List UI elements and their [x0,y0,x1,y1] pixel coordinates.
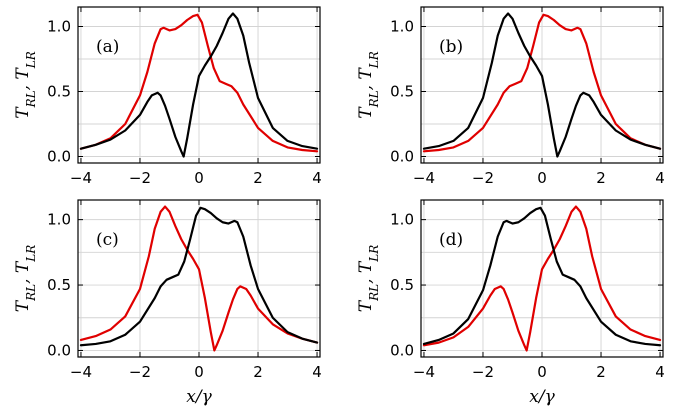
series-line-2 [79,206,319,347]
series-line-2 [422,206,662,347]
x-axis-label: x/γ [186,387,212,407]
y-axis-label: TRL, TLR [13,245,38,313]
x-tick-label: −2 [129,363,151,381]
y-tick-label: 1.0 [390,211,414,229]
series-line-1 [422,13,662,153]
y-axis-label: TRL, TLR [356,245,381,313]
x-tick-label: 0 [194,169,204,187]
y-tick-label: 1.0 [47,211,71,229]
panel-label: (d) [439,230,463,250]
x-tick-label: −4 [413,363,435,381]
series-line-2 [79,12,319,158]
series-line-2 [422,12,662,158]
panel-2: −4 −2 0 2 4 0.0 0.5 1.0 (b) TRL, TLR [356,6,665,187]
series-line-1 [79,205,319,352]
x-tick-label: 4 [312,363,322,381]
y-tick-label: 0.0 [47,148,71,166]
x-tick-label: −2 [129,169,151,187]
x-tick-label: −2 [472,169,494,187]
x-tick-label: −4 [413,169,435,187]
y-tick-label: 1.0 [47,18,71,36]
y-tick-label: 1.0 [390,18,414,36]
y-tick-label: 0.5 [47,276,71,294]
y-axis-label: TRL, TLR [13,51,38,119]
x-tick-label: 0 [194,363,204,381]
x-tick-label: −4 [70,169,92,187]
panel-label: (c) [96,230,119,250]
y-axis-label: TRL, TLR [356,51,381,119]
x-tick-label: 4 [655,169,665,187]
x-tick-label: −2 [472,363,494,381]
series-line-1 [79,13,319,153]
x-tick-label: 4 [655,363,665,381]
series-line-1 [422,205,662,352]
x-tick-label: 4 [312,169,322,187]
x-tick-label: 2 [596,169,606,187]
y-tick-label: 0.0 [390,341,414,359]
x-tick-label: 2 [596,363,606,381]
panel-4: −4 −2 0 2 4 0.0 0.5 1.0 (d) TRL, TLR x/γ [356,199,665,407]
y-tick-label: 0.5 [47,83,71,101]
panel-1: −4 −2 0 2 4 0.0 0.5 1.0 (a) TRL, TLR [13,6,322,187]
x-axis-label: x/γ [529,387,555,407]
x-tick-label: −4 [70,363,92,381]
x-tick-label: 2 [253,363,263,381]
panel-3: −4 −2 0 2 4 0.0 0.5 1.0 (c) TRL, TLR x/γ [13,199,322,407]
y-tick-label: 0.0 [47,341,71,359]
x-tick-label: 0 [537,169,547,187]
panel-label: (a) [96,37,119,57]
panel-label: (b) [439,37,463,57]
y-tick-label: 0.5 [390,83,414,101]
x-tick-label: 0 [537,363,547,381]
x-tick-label: 2 [253,169,263,187]
y-tick-label: 0.0 [390,148,414,166]
y-tick-label: 0.5 [390,276,414,294]
